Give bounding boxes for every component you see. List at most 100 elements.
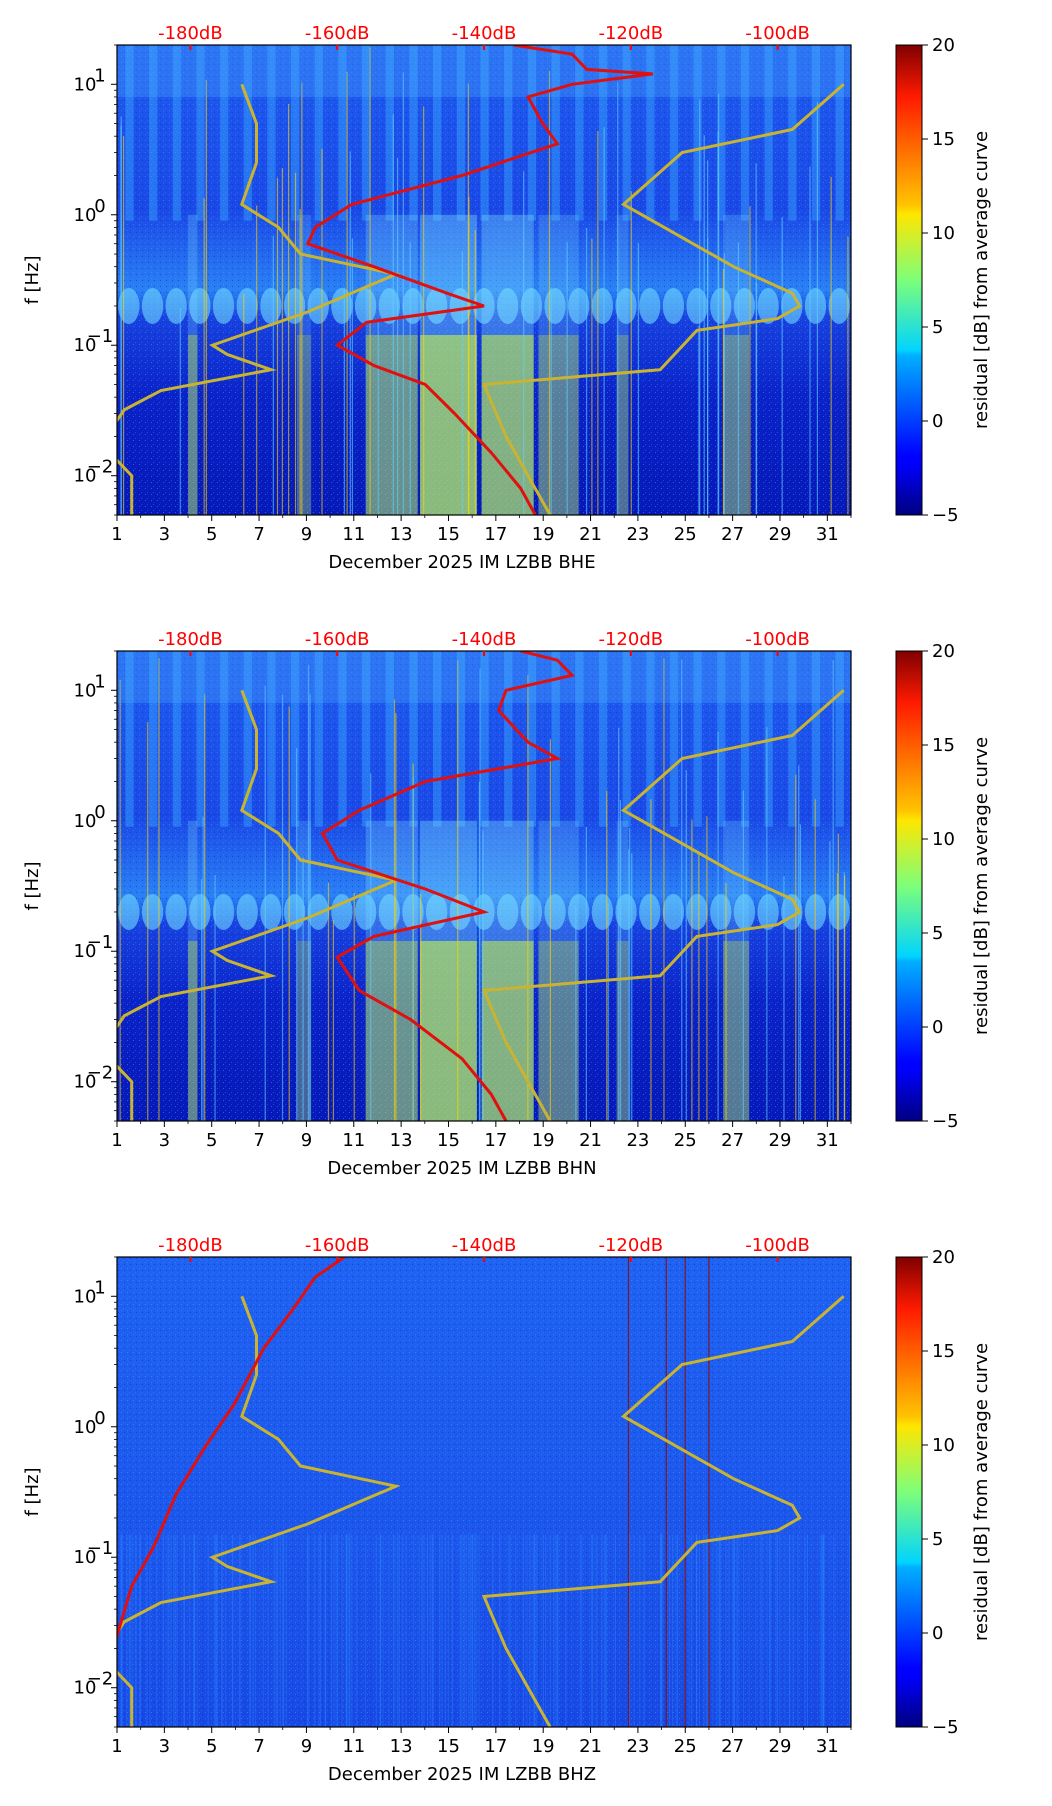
event-column xyxy=(616,940,629,1121)
y-tick-exponent: 0 xyxy=(94,802,105,823)
y-axis-label: f [Hz] xyxy=(22,255,43,304)
microseism-blob xyxy=(757,287,779,324)
y-tick-exponent: −2 xyxy=(87,457,114,478)
y-axis-label: f [Hz] xyxy=(22,1467,43,1516)
x-tick-label: 3 xyxy=(159,1130,170,1151)
daily-stripe xyxy=(551,45,560,221)
x-tick-label: 17 xyxy=(484,1130,507,1151)
colorbar-tick-label: 5 xyxy=(932,317,943,338)
daily-stripe xyxy=(267,651,276,827)
high-freq-band xyxy=(117,651,851,703)
x-tick-label: 27 xyxy=(721,1130,744,1151)
microseism-blob xyxy=(544,893,566,930)
microseism-blob xyxy=(497,893,519,930)
microseism-blob xyxy=(686,893,708,930)
db-tick-label: -140dB xyxy=(452,23,517,44)
event-column xyxy=(296,940,312,1121)
x-tick-label: 15 xyxy=(437,1130,460,1151)
x-tick-label: 13 xyxy=(390,1736,413,1757)
db-tick-label: -140dB xyxy=(452,629,517,650)
x-tick-label: 25 xyxy=(674,524,697,545)
event-column-upper xyxy=(723,214,750,335)
daily-stripe xyxy=(219,651,229,827)
x-tick-label: 25 xyxy=(674,1736,697,1757)
microseism-blob xyxy=(141,287,164,324)
microseism-blob xyxy=(165,287,187,324)
x-tick-label: 7 xyxy=(253,1736,264,1757)
microseism-blob xyxy=(236,893,258,930)
microseism-blob xyxy=(591,893,614,930)
x-axis-label: December 2025 IM LZBB BHE xyxy=(328,552,595,573)
colorbar-tick-label: 10 xyxy=(932,829,955,850)
noise-model-high-curve xyxy=(481,1295,845,1727)
event-column xyxy=(365,940,418,1121)
y-tick-exponent: 0 xyxy=(94,1408,105,1429)
colorbar-tick-label: 5 xyxy=(932,923,943,944)
db-tick-label: -120dB xyxy=(598,629,663,650)
x-tick-label: 29 xyxy=(769,1736,792,1757)
daily-stripe xyxy=(456,45,466,221)
daily-stripe xyxy=(788,45,797,221)
x-tick-label: 25 xyxy=(674,1130,697,1151)
db-tick-label: -160dB xyxy=(305,1235,370,1256)
daily-stripe xyxy=(148,651,158,827)
daily-stripe xyxy=(693,651,702,827)
daily-stripe xyxy=(314,651,323,827)
daily-stripe xyxy=(125,651,134,827)
y-tick-label: 10 xyxy=(74,335,97,356)
x-tick-label: 9 xyxy=(301,524,312,545)
daily-stripe xyxy=(622,45,631,221)
microseism-blob xyxy=(686,287,708,324)
colorbar-label: residual [dB] from average curve xyxy=(971,737,992,1035)
daily-stripe xyxy=(504,45,513,221)
event-column-upper xyxy=(481,214,534,335)
y-tick-label: 10 xyxy=(74,74,97,95)
daily-stripe xyxy=(480,45,489,221)
microseism-blob xyxy=(260,893,282,930)
event-column xyxy=(420,940,477,1121)
event-column-upper xyxy=(296,820,312,941)
colorbar-label: residual [dB] from average curve xyxy=(971,1343,992,1641)
microseism-blob xyxy=(568,893,590,930)
y-tick-label: 10 xyxy=(74,1072,97,1093)
daily-stripe xyxy=(433,45,442,221)
colorbar-tick-label: 0 xyxy=(932,1623,943,1644)
x-tick-label: 3 xyxy=(159,524,170,545)
x-tick-label: 19 xyxy=(532,524,555,545)
microseism-blob xyxy=(591,287,614,324)
x-tick-label: 17 xyxy=(484,524,507,545)
spectrogram xyxy=(117,45,851,515)
daily-stripe xyxy=(788,651,797,827)
daily-stripe xyxy=(362,45,371,221)
daily-stripe xyxy=(385,45,395,221)
daily-stripe xyxy=(243,45,252,221)
x-tick-label: 7 xyxy=(253,1130,264,1151)
daily-stripe xyxy=(598,45,608,221)
x-tick-label: 5 xyxy=(206,1130,217,1151)
y-tick-exponent: −1 xyxy=(87,1538,114,1559)
microseism-blob xyxy=(236,287,258,324)
microseism-blob xyxy=(141,893,164,930)
colorbar xyxy=(895,1256,923,1728)
noise-model-low-curve xyxy=(117,83,401,515)
daily-stripe xyxy=(148,45,158,221)
microseism-blob xyxy=(165,893,187,930)
colorbar-tick-label: 20 xyxy=(932,1247,955,1268)
y-tick-exponent: 1 xyxy=(94,671,105,692)
x-tick-label: 23 xyxy=(626,1736,649,1757)
daily-stripe xyxy=(243,651,252,827)
x-tick-label: 1 xyxy=(111,524,122,545)
microseism-blob xyxy=(568,287,590,324)
event-column-upper xyxy=(723,820,750,941)
event-column-upper xyxy=(616,820,629,941)
microseism-blob xyxy=(497,287,519,324)
daily-stripe xyxy=(646,651,655,827)
x-tick-label: 5 xyxy=(206,1736,217,1757)
x-tick-label: 1 xyxy=(111,1736,122,1757)
daily-stripe xyxy=(717,45,726,221)
x-tick-label: 5 xyxy=(206,524,217,545)
db-tick-label: -100dB xyxy=(745,23,810,44)
microseism-blob xyxy=(425,287,448,324)
